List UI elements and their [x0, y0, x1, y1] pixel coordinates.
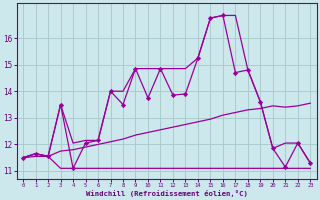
X-axis label: Windchill (Refroidissement éolien,°C): Windchill (Refroidissement éolien,°C) — [86, 190, 248, 197]
